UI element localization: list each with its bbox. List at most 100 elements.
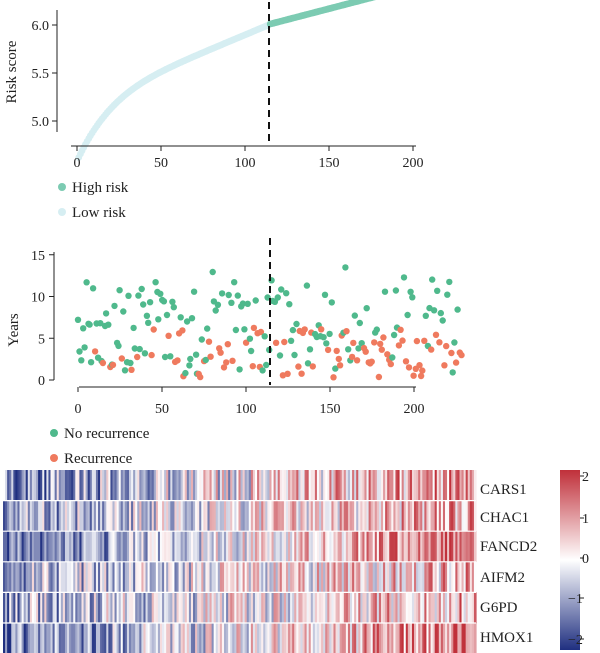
- no-recurrence-point: [141, 350, 149, 357]
- no-recurrence-point: [187, 355, 194, 363]
- heatmap-cell: [275, 500, 279, 532]
- heatmap-cell: [224, 561, 227, 593]
- heatmap-cell: [440, 500, 444, 532]
- heatmap-cell: [292, 500, 295, 532]
- heatmap-cell: [319, 500, 322, 532]
- heatmap-cell: [62, 500, 66, 532]
- no-recurrence-point: [390, 331, 398, 339]
- heatmap-cell: [244, 531, 248, 563]
- heatmap-cell: [162, 470, 165, 501]
- heatmap-cell: [11, 561, 14, 593]
- heatmap-cell: [467, 531, 471, 563]
- heatmap-cell: [447, 623, 450, 653]
- heatmap-cell: [108, 561, 112, 593]
- gene-label-chac1: CHAC1: [480, 510, 529, 526]
- heatmap-cell: [395, 470, 399, 501]
- recurrence-point: [217, 349, 224, 356]
- heatmap-cell: [459, 623, 463, 653]
- heatmap-cell: [360, 531, 363, 563]
- heatmap-cell: [360, 623, 363, 653]
- heatmap-cell: [360, 500, 363, 532]
- heatmap-cell: [168, 561, 171, 593]
- heatmap-cell: [147, 623, 151, 653]
- heatmap-cell: [321, 500, 324, 532]
- heatmap-cell: [364, 561, 368, 593]
- heatmap-cell: [228, 500, 231, 532]
- heatmap-cell: [31, 500, 35, 532]
- recurrence-point: [402, 358, 410, 365]
- heatmap-cell: [300, 623, 304, 653]
- heatmap-cell: [79, 470, 83, 501]
- heatmap-cell: [438, 592, 442, 624]
- heatmap-cell: [19, 623, 23, 653]
- heatmap-cell: [3, 561, 6, 593]
- heatmap-cell: [188, 470, 192, 501]
- heatmap-cell: [133, 623, 136, 653]
- heatmap-cell: [430, 592, 434, 624]
- heatmap-cell: [281, 561, 285, 593]
- heatmap-cell: [416, 623, 419, 653]
- no-recurrence-point: [400, 274, 408, 281]
- heatmap-cell: [193, 470, 196, 501]
- heatmap-cell: [283, 500, 287, 532]
- heatmap-cell: [170, 561, 173, 593]
- heatmap-cell: [449, 531, 452, 563]
- heatmap-cell: [461, 592, 465, 624]
- heatmap-cell: [56, 500, 60, 532]
- heatmap-cells: [3, 470, 477, 653]
- no-recurrence-point: [89, 285, 97, 292]
- heatmap-cell: [31, 531, 35, 563]
- heatmap-cell: [329, 470, 333, 501]
- no-recurrence-point: [320, 334, 327, 341]
- heatmap-cell: [199, 531, 202, 563]
- heatmap-cell: [124, 531, 128, 563]
- heatmap-cell: [73, 470, 76, 501]
- no-recurrence-point: [429, 276, 436, 283]
- heatmap-cell: [69, 623, 72, 653]
- risk-x-tick-label: 200: [403, 156, 424, 171]
- heatmap-cell: [137, 623, 140, 653]
- heatmap-cell: [164, 500, 167, 532]
- no-recurrence-point: [430, 307, 438, 314]
- heatmap-cell: [81, 470, 85, 501]
- no-recurrence-point: [202, 356, 209, 364]
- heatmap-cell: [221, 500, 225, 532]
- heatmap-cell: [399, 592, 403, 624]
- heatmap-cell: [21, 500, 25, 532]
- heatmap-cell: [211, 470, 215, 501]
- heatmap-cell: [269, 561, 273, 593]
- heatmap-cell: [426, 531, 430, 563]
- heatmap-cell: [9, 531, 12, 563]
- no-recurrence-point: [116, 287, 123, 294]
- heatmap-cell: [461, 623, 465, 653]
- no-recurrence-point: [83, 279, 90, 286]
- heatmap-cell: [401, 531, 405, 563]
- no-recurrence-point: [80, 325, 87, 332]
- recurrence-point: [207, 353, 214, 360]
- heatmap-cell: [164, 561, 167, 593]
- heatmap-cell: [395, 623, 399, 653]
- heatmap-cell: [358, 500, 361, 532]
- no-recurrence-point: [422, 312, 429, 319]
- heatmap-cell: [21, 592, 25, 624]
- heatmap-cell: [100, 531, 103, 563]
- heatmap-cell: [451, 470, 454, 501]
- heatmap-cell: [261, 500, 264, 532]
- heatmap-cell: [137, 500, 140, 532]
- heatmap-cell: [409, 623, 413, 653]
- heatmap-cell: [242, 500, 246, 532]
- heatmap-cell: [273, 470, 277, 501]
- heatmap-cell: [335, 531, 339, 563]
- heatmap-cell: [252, 623, 256, 653]
- heatmap-cell: [457, 531, 461, 563]
- heatmap-cell: [195, 531, 198, 563]
- heatmap-cell: [257, 470, 260, 501]
- recurrence-point: [250, 324, 258, 332]
- heatmap-cell: [469, 561, 473, 593]
- heatmap-cell: [370, 592, 374, 624]
- heatmap-cell: [9, 470, 12, 501]
- gene-label-hmox1: HMOX1: [480, 630, 533, 646]
- heatmap-cell: [172, 592, 176, 624]
- no-recurrence-point: [363, 305, 370, 312]
- heatmap-cell: [364, 623, 368, 653]
